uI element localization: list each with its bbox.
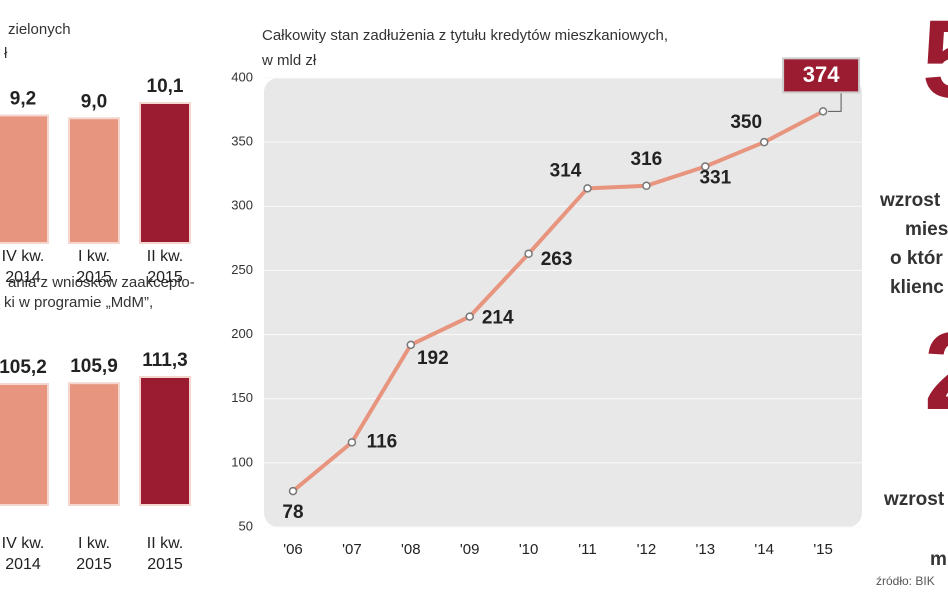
big-number: 5: [922, 0, 948, 121]
x-tick-label: '06: [283, 541, 303, 558]
chart-title: zielonych: [8, 21, 71, 38]
y-tick-label: 300: [231, 198, 253, 213]
value-label: 10,1: [147, 76, 184, 97]
value-label: 111,3: [142, 350, 187, 371]
source: źródło: BIK: [876, 574, 935, 588]
bar: [0, 114, 49, 244]
x-tick-label: '10: [519, 541, 539, 558]
value-label: 314: [550, 160, 582, 181]
y-tick-label: 150: [231, 390, 253, 405]
point: [759, 137, 769, 147]
y-tick-label: 100: [231, 454, 253, 469]
x-tick-label: IV kw. 2014: [1, 535, 45, 573]
highlight-box: [782, 57, 861, 94]
x-tick-label: IV kw. 2014: [1, 248, 45, 286]
point: [701, 162, 710, 171]
x-tick-label: II kw. 2015: [146, 248, 184, 286]
chart-subtitle: ł: [4, 45, 8, 62]
bar: [68, 117, 120, 244]
point: [406, 340, 416, 350]
side-text: m: [930, 549, 947, 570]
x-tick-label: '09: [460, 541, 480, 558]
y-tick-label: 250: [231, 262, 253, 277]
value-label: 78: [282, 502, 303, 523]
line: [291, 109, 825, 493]
chart-title: Całkowity stan zadłużenia z tytułu kredy…: [262, 27, 668, 44]
x-tick-label: I kw. 2015: [76, 535, 112, 573]
value-label: 9,0: [81, 91, 107, 112]
point: [288, 486, 298, 496]
side-text: mies: [905, 219, 948, 240]
x-tick-label: I kw. 2015: [76, 248, 112, 286]
chart-title: ania z wniosków zaakcepto-: [8, 274, 195, 291]
point: [524, 249, 533, 259]
x-tick-label: '12: [637, 541, 657, 558]
value-label: 316: [631, 149, 663, 170]
side-text: wzrost: [879, 190, 941, 211]
callout-line: [828, 89, 842, 112]
x-tick-label: II kw. 2015: [146, 535, 184, 573]
y-tick-label: 400: [231, 69, 253, 84]
x-tick-label: '08: [401, 541, 421, 558]
point: [583, 184, 592, 193]
y-tick-label: 50: [239, 518, 253, 533]
x-tick-label: '11: [578, 541, 596, 558]
big-number: 2: [924, 310, 948, 433]
x-tick-label: '13: [696, 541, 716, 558]
y-tick-label: 200: [231, 326, 253, 341]
chart-subtitle: w mld zł: [261, 52, 317, 69]
chart-subtitle: ki w programie „MdM”,: [4, 294, 153, 311]
plot-background: [264, 78, 862, 527]
value-label: 214: [482, 308, 514, 329]
bar: [68, 382, 120, 506]
value-label: 105,2: [0, 357, 47, 378]
value-label: 9,2: [10, 88, 36, 109]
point: [465, 312, 474, 321]
x-tick-label: '15: [813, 541, 833, 558]
value-label: 116: [367, 431, 398, 452]
value-label: 105,9: [70, 356, 118, 377]
point: [818, 107, 828, 116]
value-label: 192: [417, 348, 449, 369]
bar: [139, 376, 191, 506]
side-text: klienc: [890, 277, 944, 298]
value-label: 350: [730, 112, 762, 133]
point: [347, 438, 357, 447]
value-label: 263: [541, 249, 573, 270]
value-label: 331: [699, 168, 731, 189]
side-text: o któr: [890, 248, 943, 269]
side-text: wzrost: [883, 489, 945, 510]
x-tick-label: '07: [342, 541, 362, 558]
bar: [0, 383, 49, 506]
bar: [139, 102, 191, 244]
value-label: 374: [803, 62, 840, 87]
point: [642, 181, 651, 191]
y-tick-label: 350: [231, 134, 253, 149]
x-tick-label: '14: [754, 541, 774, 558]
